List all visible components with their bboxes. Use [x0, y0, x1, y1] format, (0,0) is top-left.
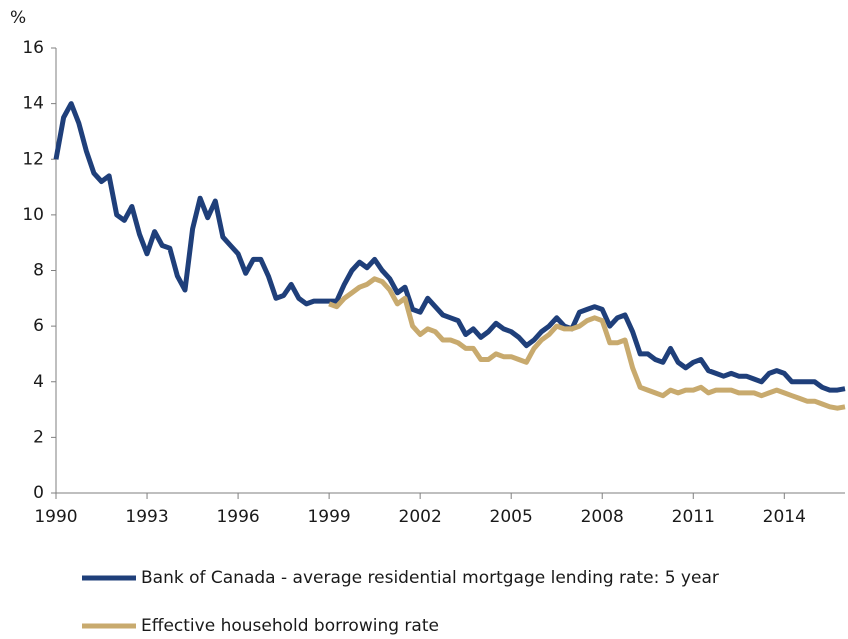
x-tick-label: 1993	[125, 507, 168, 527]
x-tick-label: 2011	[672, 507, 715, 527]
series-line	[53, 101, 846, 393]
y-tick-label: 4	[33, 372, 44, 392]
y-tick-label: 8	[33, 261, 44, 281]
y-tick-label: 2	[33, 427, 44, 447]
y-tick-label: 16	[22, 38, 44, 58]
y-tick-label: 6	[33, 316, 44, 336]
y-tick-label: 14	[22, 94, 44, 114]
series-line	[328, 276, 846, 411]
x-tick-label: 2002	[399, 507, 442, 527]
y-tick-label: 0	[33, 483, 44, 503]
x-tick-label: 1999	[307, 507, 350, 527]
y-axis-label: %	[10, 8, 26, 28]
x-tick-label: 2008	[581, 507, 624, 527]
legend-label: Bank of Canada - average residential mor…	[141, 568, 719, 588]
x-tick-label: 2014	[763, 507, 806, 527]
x-tick-label: 2005	[490, 507, 533, 527]
y-tick-label: 10	[22, 205, 44, 225]
y-tick-label: 12	[22, 149, 44, 169]
x-tick-label: 1996	[216, 507, 259, 527]
x-tick-label: 1990	[34, 507, 77, 527]
legend-label: Effective household borrowing rate	[141, 616, 439, 636]
